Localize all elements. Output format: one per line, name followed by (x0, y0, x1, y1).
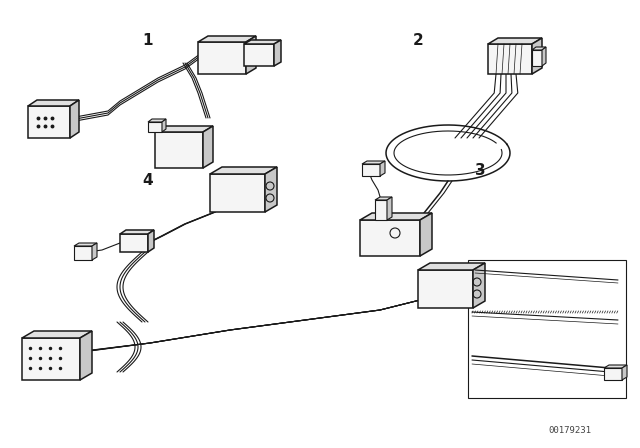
Polygon shape (210, 167, 277, 174)
Polygon shape (362, 164, 380, 176)
Text: 1: 1 (143, 33, 153, 47)
Polygon shape (244, 44, 274, 66)
Polygon shape (265, 167, 277, 212)
Text: 4: 4 (143, 172, 154, 188)
Polygon shape (120, 234, 148, 252)
Polygon shape (532, 38, 542, 74)
Text: 2: 2 (413, 33, 424, 47)
Polygon shape (380, 161, 385, 176)
Polygon shape (542, 47, 546, 66)
Polygon shape (22, 338, 80, 380)
Polygon shape (148, 122, 162, 132)
Polygon shape (198, 42, 246, 74)
Polygon shape (203, 126, 213, 168)
Polygon shape (198, 36, 256, 42)
Polygon shape (532, 47, 546, 50)
Polygon shape (532, 50, 542, 66)
Polygon shape (375, 200, 387, 220)
Polygon shape (488, 38, 542, 44)
Polygon shape (155, 126, 213, 132)
Polygon shape (148, 119, 166, 122)
Polygon shape (70, 100, 79, 138)
Polygon shape (488, 44, 532, 74)
Polygon shape (387, 197, 392, 220)
Polygon shape (473, 263, 485, 308)
Polygon shape (360, 220, 420, 256)
Polygon shape (622, 365, 627, 380)
Polygon shape (210, 174, 265, 212)
Polygon shape (274, 40, 281, 66)
Polygon shape (420, 213, 432, 256)
Polygon shape (120, 230, 154, 234)
Polygon shape (74, 243, 97, 246)
Polygon shape (362, 161, 385, 164)
Polygon shape (148, 230, 154, 252)
Text: 3: 3 (475, 163, 485, 177)
Polygon shape (28, 100, 79, 106)
Polygon shape (244, 40, 281, 44)
Polygon shape (375, 197, 392, 200)
Polygon shape (246, 36, 256, 74)
Polygon shape (74, 246, 92, 260)
Polygon shape (22, 331, 92, 338)
Polygon shape (92, 243, 97, 260)
Polygon shape (360, 213, 432, 220)
Polygon shape (80, 331, 92, 380)
Polygon shape (418, 270, 473, 308)
Text: 00179231: 00179231 (548, 426, 591, 435)
Polygon shape (604, 365, 627, 368)
Polygon shape (28, 106, 70, 138)
Polygon shape (418, 263, 485, 270)
Polygon shape (155, 132, 203, 168)
Polygon shape (604, 368, 622, 380)
Polygon shape (162, 119, 166, 132)
